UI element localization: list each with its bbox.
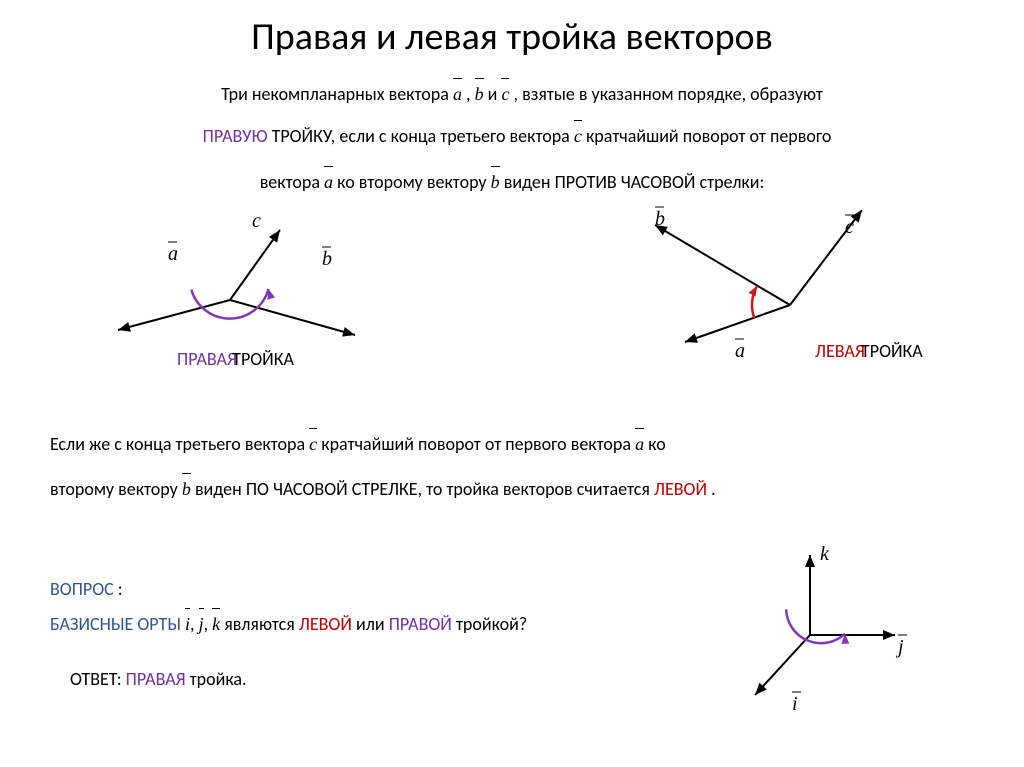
svg-text:k: k (820, 545, 830, 565)
text: тройка. (190, 668, 247, 690)
vec-c: c (501, 80, 509, 109)
orts-label: БАЗИСНЫЕ ОРТЫ (50, 613, 185, 635)
text: ко второму вектору (337, 171, 491, 193)
svg-text:c: c (252, 215, 261, 232)
right-word: ПРАВОЙ (389, 613, 452, 635)
svg-text:ТРОЙКА: ТРОЙКА (861, 340, 923, 362)
para2-line1: Если же с конца третьего вектора c кратч… (50, 430, 984, 459)
sep: , (466, 83, 475, 105)
text: второму вектору (50, 478, 182, 500)
sep: и (488, 83, 502, 105)
right-triple-diagram: a b c ПРАВАЯ ТРОЙКА (60, 215, 400, 395)
intro-suffix: , взятые в указанном порядке, образуют (514, 83, 823, 105)
vec-c: c (309, 430, 317, 459)
svg-text:ТРОЙКА: ТРОЙКА (232, 348, 294, 370)
text: вектора (260, 171, 324, 193)
text: виден ПРОТИВ ЧАСОВОЙ стрелки: (504, 171, 765, 193)
svg-text:ЛЕВАЯ: ЛЕВАЯ (815, 340, 865, 362)
page-title: Правая и левая тройка векторов (0, 14, 1024, 60)
vec-c: c (574, 122, 582, 151)
left-triple-svg: a b c ЛЕВАЯ ТРОЙКА (590, 205, 970, 390)
right-word: ПРАВУЮ (203, 125, 268, 147)
text: ОТВЕТ: (70, 668, 126, 690)
text: тройкой? (456, 613, 527, 635)
question-word: ВОПРОС (50, 578, 114, 600)
text: . (711, 478, 716, 500)
text: виден ПО ЧАСОВОЙ СТРЕЛКЕ, то тройка вект… (195, 478, 654, 500)
left-word: ЛЕВОЙ (299, 613, 352, 635)
svg-text:ПРАВАЯ: ПРАВАЯ (177, 348, 237, 370)
answer-line: ОТВЕТ: ПРАВАЯ тройка. (70, 665, 247, 694)
svg-text:a: a (735, 340, 745, 362)
svg-text:i: i (792, 693, 798, 715)
question-label: ВОПРОС : (50, 575, 123, 604)
vec-a: a (635, 430, 644, 459)
right-word: ПРАВАЯ (126, 668, 186, 690)
svg-text:c: c (845, 216, 854, 238)
line3: вектора a ко второму вектору b виден ПРО… (80, 168, 944, 197)
vec-b: b (475, 80, 484, 109)
text: ко (648, 433, 666, 455)
para2-line2: второму вектору b виден ПО ЧАСОВОЙ СТРЕЛ… (50, 475, 984, 504)
intro-prefix: Три некомпланарных вектора (221, 83, 453, 105)
svg-text:b: b (655, 208, 665, 230)
text: Если же с конца третьего вектора (50, 433, 309, 455)
ort-i: i (185, 610, 190, 639)
colon: : (118, 578, 123, 600)
line2: ПРАВУЮ ТРОЙКУ, если с конца третьего век… (50, 122, 984, 151)
text: являются (224, 613, 299, 635)
svg-text:a: a (168, 243, 178, 265)
text: или (356, 613, 389, 635)
question-line2: БАЗИСНЫЕ ОРТЫ i, j, k являются ЛЕВОЙ или… (50, 610, 527, 639)
vec-a: a (324, 168, 333, 197)
left-triple-diagram: a b c ЛЕВАЯ ТРОЙКА (590, 205, 970, 390)
ort-j: j (199, 610, 204, 639)
ort-k: k (212, 610, 220, 639)
svg-text:b: b (322, 248, 332, 270)
text: кратчайший поворот от первого вектора (321, 433, 635, 455)
vec-b: b (491, 168, 500, 197)
right-triple-svg: a b c ПРАВАЯ ТРОЙКА (60, 215, 400, 395)
vec-b: b (182, 475, 191, 504)
basis-diagram: i j k (720, 545, 920, 725)
text: ТРОЙКУ, если с конца третьего вектора (272, 125, 574, 147)
vec-a: a (453, 80, 462, 109)
left-word: ЛЕВОЙ (654, 478, 707, 500)
text: кратчайший поворот от первого (586, 125, 831, 147)
intro-line: Три некомпланарных вектора a , b и c , в… (80, 80, 964, 109)
basis-svg: i j k (720, 545, 920, 725)
svg-text:j: j (895, 636, 904, 658)
